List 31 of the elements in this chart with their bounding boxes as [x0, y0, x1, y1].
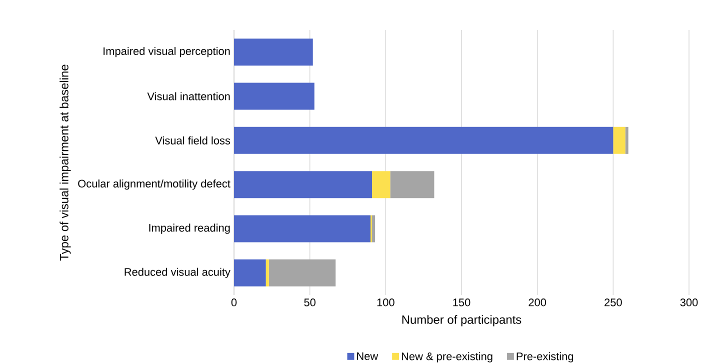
bar	[234, 38, 313, 66]
bar	[234, 215, 371, 242]
legend-label: New	[357, 352, 378, 360]
bar	[266, 259, 269, 286]
bar	[372, 171, 390, 198]
bar	[390, 171, 434, 198]
x-axis-title: Number of participants	[402, 315, 522, 326]
bar	[234, 171, 372, 198]
y-tick-label: Reduced visual acuity	[124, 268, 230, 278]
bar	[625, 126, 628, 154]
x-tick-label: 150	[453, 298, 470, 306]
y-tick-label: Visual inattention	[147, 92, 230, 100]
y-tick-label: Impaired reading	[149, 224, 230, 234]
bar	[234, 82, 314, 110]
y-tick-label: Impaired visual perception	[104, 46, 230, 58]
bar	[234, 259, 266, 286]
y-tick-label: Visual field loss	[155, 136, 230, 144]
legend-label: Pre-existing	[516, 352, 574, 362]
x-tick-label: 250	[604, 298, 622, 306]
bar	[268, 259, 336, 286]
bar	[234, 126, 614, 154]
y-axis-title: Type of visual impairment at baseline	[60, 64, 71, 261]
x-tick-label: 200	[528, 298, 546, 306]
x-tick-label: 50	[304, 298, 316, 306]
legend-label: New & pre-existing	[402, 352, 492, 362]
bar	[613, 126, 626, 154]
y-tick-label: Ocular alignment/motility defect	[78, 179, 230, 190]
x-tick-label: 300	[680, 298, 698, 306]
x-tick-label: 100	[377, 298, 394, 306]
x-tick-label: 0	[231, 298, 237, 306]
bar	[372, 215, 376, 242]
